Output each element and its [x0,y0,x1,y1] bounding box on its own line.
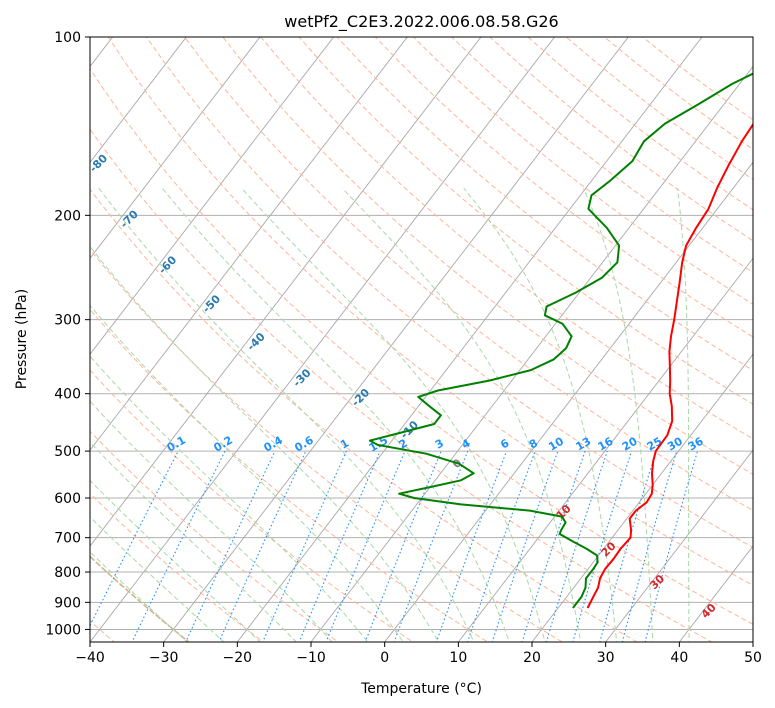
mixing-ratio-line [325,450,406,642]
moist-adiabat-line [90,355,369,642]
x-tick-label: 30 [597,650,615,666]
mixing-ratio-line [466,450,536,642]
dry-adiabat-line [90,430,340,642]
dry-adiabat-line [90,128,713,642]
dewpoint-profile-line [368,72,753,609]
mixing-ratio-line [298,450,381,642]
dry-adiabat-line [90,248,564,642]
moist-adiabat-line [241,187,546,642]
x-tick-label: 20 [523,650,541,666]
mixing-ratio-line [491,450,559,642]
isotherm-line [384,161,753,642]
moist-adiabat-line [161,187,510,642]
isotherm-line [90,37,408,451]
x-tick-label: 40 [670,650,688,666]
plot-frame [89,36,754,643]
dry-adiabat-line [184,37,753,512]
y-tick-label: 100 [54,30,81,46]
y-tick-label: 200 [54,208,81,224]
sounding-series [368,72,753,609]
moist-adiabat-line [90,479,261,642]
moist-adiabats [90,187,690,642]
mixing-ratio-line [262,450,347,642]
dry-adiabat-line [90,492,265,642]
x-axis-label: Temperature (°C) [360,681,482,697]
isotherm-line [678,545,753,642]
isotherm-line [90,37,261,260]
isotherm-line [310,65,753,642]
chart-title: wetPf2_C2E3.2022.006.08.58.G26 [284,12,558,32]
moist-adiabat-line [90,551,188,642]
moist-adiabat-line [98,187,475,642]
isotherm-line [457,257,753,642]
moist-adiabat-line [90,400,333,642]
isotherm-line [236,37,703,642]
isotherm-gridlines [90,37,753,642]
x-tick-label: −10 [296,650,326,666]
moist-adiabat-line [90,441,297,642]
moist-adiabat-line [90,245,440,642]
moist-adiabat-line [90,516,225,642]
isotherm-line [90,37,482,547]
y-axis-label: Pressure (hPa) [14,289,30,389]
x-axis: −40 −30 −20 −10 0 10 20 30 40 50 [75,642,762,666]
dry-adiabat-line [145,37,753,549]
y-tick-label: 900 [54,595,81,611]
y-tick-label: 400 [54,387,81,403]
mixing-ratio-line [644,450,699,642]
mixing-ratio-line [521,450,586,642]
isotherm-line [605,449,753,642]
dry-adiabat-line [90,369,414,642]
isotherm-line [90,37,187,164]
mixing-ratio-lines [90,450,699,642]
x-tick-label: 10 [449,650,467,666]
y-tick-label: 700 [54,531,81,547]
mixing-ratio-line [621,450,678,642]
mixing-ratio-line [572,450,633,642]
plot-area: 0.10.20.40.611.52346810131620253036-100-… [90,37,753,642]
x-tick-label: 0 [380,650,389,666]
mixing-ratio-line [599,450,657,642]
x-tick-label: −20 [223,650,253,666]
moist-adiabat-line [90,304,404,642]
isotherm-line [90,37,556,642]
isotherm-line [163,37,629,642]
dry-adiabat-line [90,555,191,642]
dry-adiabat-line [107,37,753,586]
x-tick-label: 50 [744,650,762,666]
isotherm-line [531,353,753,642]
isotherm-line [90,37,335,355]
x-tick-label: −30 [149,650,179,666]
y-tick-label: 800 [54,565,81,581]
dry-adiabat-line [260,37,753,440]
dry-adiabat-line [298,37,753,405]
y-tick-label: 600 [54,491,81,507]
moist-adiabat-line [582,187,654,642]
dry-adiabat-line [90,67,753,625]
x-tick-label: −40 [75,650,105,666]
temperature-profile-line [586,122,753,609]
mixing-ratio-line [131,450,226,642]
y-tick-label: 1000 [45,622,81,638]
moist-adiabat-line [463,187,618,642]
moist-adiabat-line [676,188,690,642]
y-axis: 100 200 300 400 500 600 700 800 900 1000 [45,30,90,638]
y-tick-label: 500 [54,444,81,460]
dry-adiabat-line [336,37,753,371]
y-tick-label: 300 [54,313,81,329]
